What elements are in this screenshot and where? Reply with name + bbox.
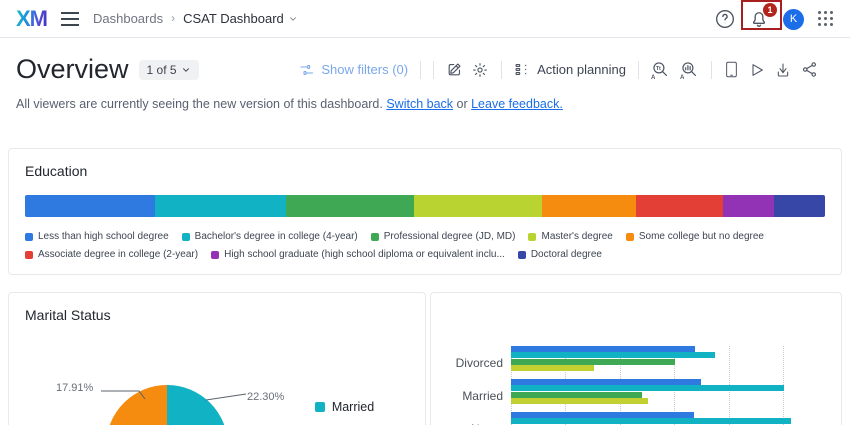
- svg-text:Tt: Tt: [656, 66, 661, 72]
